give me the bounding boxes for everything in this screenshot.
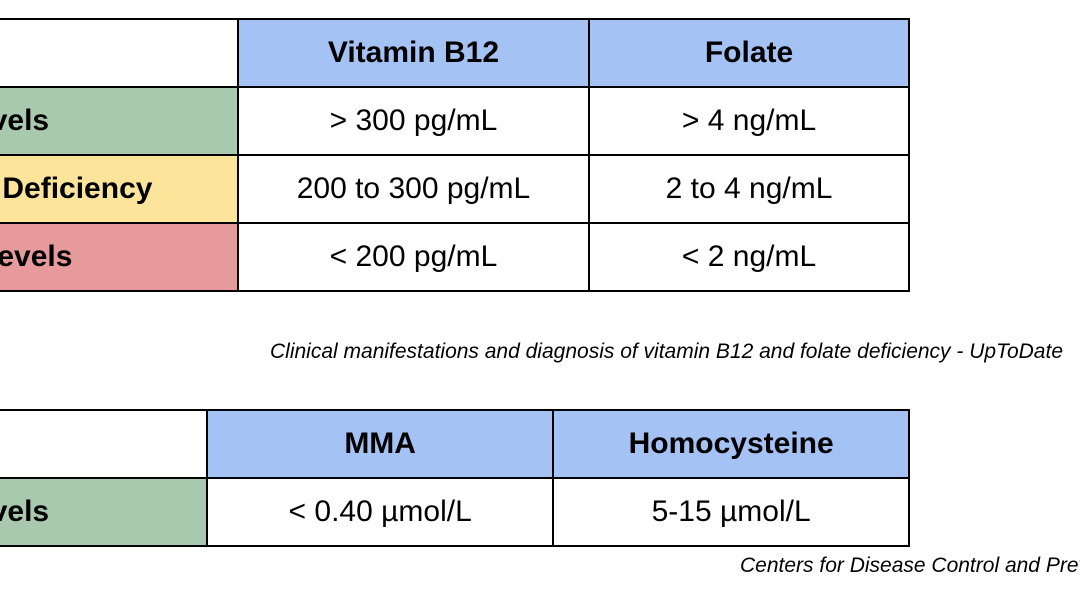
header-corner-cell [0,410,207,478]
folate-borderline-value: 2 to 4 ng/mL [589,155,909,223]
table-row: Borderline Deficiency 200 to 300 pg/mL 2… [0,155,909,223]
folate-normal-value: > 4 ng/mL [589,87,909,155]
b12-borderline-value: 200 to 300 pg/mL [238,155,589,223]
header-homocysteine: Homocysteine [553,410,909,478]
b12-deficient-value: < 200 pg/mL [238,223,589,291]
mma-normal-value: < 0.40 µmol/L [207,478,553,546]
table-header-row: Vitamin B12 Folate [0,19,909,87]
source-caption-cdc: Centers for Disease Control and Preventi… [740,554,1080,578]
header-corner-cell [0,19,238,87]
b12-normal-value: > 300 pg/mL [238,87,589,155]
header-vitamin-b12: Vitamin B12 [238,19,589,87]
header-mma: MMA [207,410,553,478]
header-folate: Folate [589,19,909,87]
homocysteine-normal-value: 5-15 µmol/L [553,478,909,546]
row-label-borderline: Borderline Deficiency [0,155,238,223]
folate-deficient-value: < 2 ng/mL [589,223,909,291]
table-header-row: MMA Homocysteine [0,410,909,478]
page: Vitamin B12 Folate Normal Levels > 300 p… [0,0,1080,602]
source-caption-uptodate: Clinical manifestations and diagnosis of… [270,340,1063,364]
